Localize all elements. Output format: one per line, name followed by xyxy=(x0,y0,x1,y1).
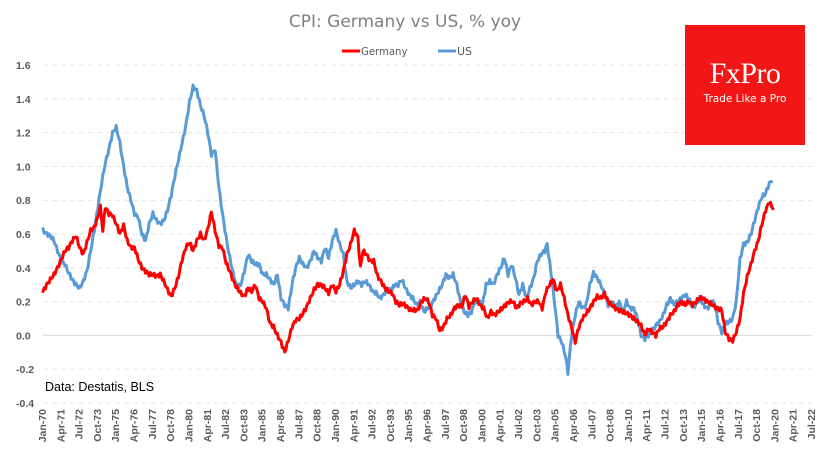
x-tick-label: Jan-75 xyxy=(110,409,122,442)
legend: Germany US xyxy=(342,45,472,58)
x-tick-label: Oct-08 xyxy=(605,409,617,442)
x-tick-label: Apr-16 xyxy=(714,409,726,442)
series-line-germany xyxy=(41,200,775,354)
x-tick-label: Jul-07 xyxy=(586,409,598,440)
x-tick-label: Jul-72 xyxy=(74,409,86,440)
fxpro-logo: FxPro Trade Like a Pro xyxy=(685,25,805,145)
x-tick-label: Oct-78 xyxy=(165,409,177,442)
x-tick-label: Jul-82 xyxy=(220,409,232,440)
y-tick-label: -0.2 xyxy=(16,364,34,376)
y-tick-label: 1.4 xyxy=(16,94,31,106)
x-axis: Jan-70 Apr-71 Jul-72 Oct-73 Jan-75 Apr-76 Jul-… xyxy=(37,409,818,442)
x-tick-label: Jul-77 xyxy=(147,409,159,440)
x-tick-label: Oct-73 xyxy=(92,409,104,442)
x-tick-label: Apr-86 xyxy=(275,409,287,442)
x-tick-label: Jul-12 xyxy=(660,409,672,440)
x-tick-label: Oct-18 xyxy=(751,409,763,442)
y-tick-label: 1.6 xyxy=(16,60,31,72)
x-tick-label: Apr-96 xyxy=(422,409,434,442)
x-tick-label: Apr-11 xyxy=(641,409,653,442)
x-tick-label: Apr-91 xyxy=(348,409,360,442)
x-tick-label: Jan-90 xyxy=(330,409,342,442)
x-tick-label: Apr-76 xyxy=(129,409,141,442)
x-tick-label: Oct-88 xyxy=(312,409,324,442)
x-tick-label: Jul-87 xyxy=(293,409,305,440)
legend-label-us: US xyxy=(457,45,472,58)
x-tick-label: Jan-00 xyxy=(476,409,488,442)
x-tick-label: Jan-10 xyxy=(623,409,635,442)
x-tick-label: Jul-92 xyxy=(367,409,379,440)
source-note: Data: Destatis, BLS xyxy=(45,380,154,394)
series-line-us xyxy=(41,83,774,376)
x-tick-label: Jan-70 xyxy=(37,409,49,442)
legend-label-germany: Germany xyxy=(361,46,407,58)
x-tick-label: Jan-95 xyxy=(403,409,415,442)
x-tick-label: Oct-98 xyxy=(458,409,470,442)
x-tick-label: Jan-15 xyxy=(696,409,708,442)
x-tick-label: Jul-97 xyxy=(440,409,452,440)
x-tick-label: Apr-01 xyxy=(495,409,507,442)
y-tick-label: 0.0 xyxy=(16,330,31,342)
x-tick-label: Jul-17 xyxy=(733,409,745,440)
x-tick-label: Apr-71 xyxy=(55,409,67,442)
x-tick-label: Jul-22 xyxy=(806,409,818,440)
y-tick-label: -0.4 xyxy=(16,398,34,410)
logo-brand: FxPro xyxy=(709,57,781,90)
y-tick-label: 0.8 xyxy=(16,195,31,207)
chart-title: CPI: Germany vs US, % yoy xyxy=(289,12,521,32)
x-tick-label: Jan-85 xyxy=(257,409,269,442)
x-tick-label: Jul-02 xyxy=(513,409,525,440)
y-tick-label: 1.0 xyxy=(16,161,31,173)
y-tick-label: 0.6 xyxy=(16,229,31,241)
x-tick-label: Apr-81 xyxy=(202,409,214,442)
x-tick-label: Oct-03 xyxy=(531,409,543,442)
y-tick-label: 1.2 xyxy=(16,128,31,140)
y-tick-label: 0.4 xyxy=(16,263,31,275)
x-tick-label: Jan-20 xyxy=(769,409,781,442)
logo-tagline: Trade Like a Pro xyxy=(703,93,787,105)
y-tick-label: 0.2 xyxy=(16,297,31,309)
x-tick-label: Oct-13 xyxy=(678,409,690,442)
x-tick-label: Apr-21 xyxy=(788,409,800,442)
x-tick-label: Oct-83 xyxy=(238,409,250,442)
x-tick-label: Jan-05 xyxy=(550,409,562,442)
series-lines xyxy=(41,83,775,376)
x-tick-label: Oct-93 xyxy=(385,409,397,442)
x-tick-label: Jan-80 xyxy=(183,409,195,442)
y-axis: -0.4 -0.2 0.0 0.2 0.4 0.6 0.8 1.0 1.2 1.4 1.6 xyxy=(16,60,34,410)
x-tick-label: Apr-06 xyxy=(568,409,580,442)
